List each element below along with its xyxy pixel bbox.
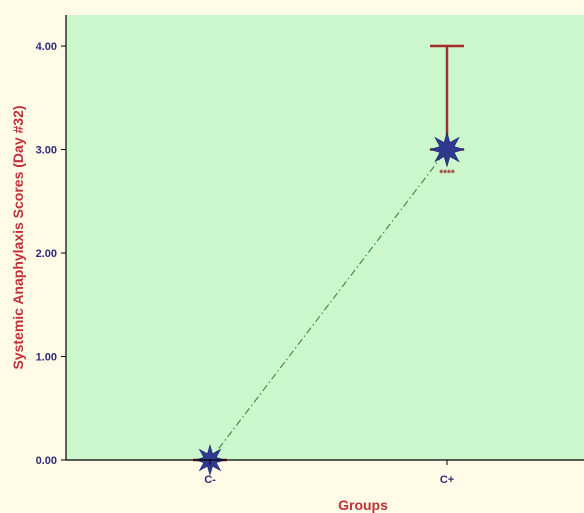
significance-annotation: **** [439, 169, 455, 180]
y-tick-label: 2.00 [36, 248, 57, 260]
x-tick-label: C+ [440, 474, 454, 486]
x-axis-title: Groups [338, 497, 388, 513]
y-axis-title: Systemic Anaphylaxis Scores (Day #32) [10, 105, 26, 369]
y-tick-label: 0.00 [36, 455, 57, 467]
series-line [209, 149, 448, 461]
plot-area [66, 15, 584, 460]
y-tick-label: 4.00 [36, 41, 57, 53]
y-tick-label: 3.00 [36, 145, 57, 157]
y-ticks: 0.00 1.00 2.00 3.00 4.00 [36, 41, 66, 467]
y-tick-label: 1.00 [36, 352, 57, 364]
annotations: **** [439, 169, 455, 180]
x-ticks: C- C+ [204, 460, 454, 486]
x-tick-label: C- [204, 474, 216, 486]
connector-layer [209, 149, 448, 461]
data-point-marker [428, 131, 466, 168]
